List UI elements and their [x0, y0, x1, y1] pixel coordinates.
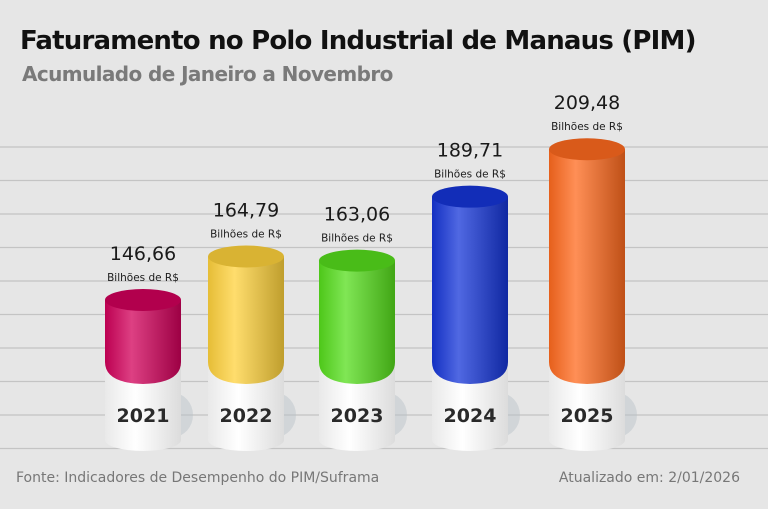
year-label: 2025: [561, 405, 614, 427]
bar-body: [319, 260, 395, 384]
value-label: 209,48: [554, 92, 620, 114]
bar-2024: 2024 189,71 Bilhões de R$: [432, 140, 520, 451]
bar-top: [432, 185, 508, 208]
bar-top: [208, 245, 284, 268]
unit-label: Bilhões de R$: [321, 233, 393, 245]
value-label: 146,66: [110, 243, 176, 265]
bar-base: [432, 360, 508, 451]
bar-2021: 2021 146,66 Bilhões de R$: [105, 243, 193, 451]
bars: 2021 146,66 Bilhões de R$ 2022 164,79 Bilhões…: [105, 92, 637, 451]
bar-base: [208, 360, 284, 451]
year-label: 2021: [117, 405, 170, 427]
unit-label: Bilhões de R$: [107, 272, 179, 284]
value-label: 164,79: [213, 199, 279, 221]
bar-top: [319, 249, 395, 272]
bar-top: [549, 138, 625, 161]
bar-2025: 2025 209,48 Bilhões de R$: [549, 92, 637, 451]
chart-subtitle: Acumulado de Janeiro a Novembro: [22, 62, 393, 86]
bar-2022: 2022 164,79 Bilhões de R$: [208, 199, 296, 451]
bar-top: [105, 289, 181, 311]
value-label: 163,06: [324, 204, 390, 226]
chart-title: Faturamento no Polo Industrial de Manaus…: [20, 26, 696, 56]
bar-base: [319, 360, 395, 451]
year-label: 2023: [331, 405, 384, 427]
unit-label: Bilhões de R$: [551, 121, 623, 133]
value-label: 189,71: [437, 140, 503, 162]
bar-base: [549, 360, 625, 451]
year-label: 2024: [444, 405, 497, 427]
unit-label: Bilhões de R$: [434, 169, 506, 181]
year-label: 2022: [220, 405, 273, 427]
updated-note: Atualizado em: 2/01/2026: [558, 470, 740, 486]
bar-body: [105, 300, 181, 384]
bar-body: [432, 196, 508, 384]
unit-label: Bilhões de R$: [210, 228, 282, 240]
bar-2023: 2023 163,06 Bilhões de R$: [319, 204, 407, 451]
bar-body: [549, 149, 625, 384]
source-note: Fonte: Indicadores de Desempenho do PIM/…: [16, 470, 380, 486]
bar-base: [105, 360, 181, 451]
bar-body: [208, 256, 284, 384]
